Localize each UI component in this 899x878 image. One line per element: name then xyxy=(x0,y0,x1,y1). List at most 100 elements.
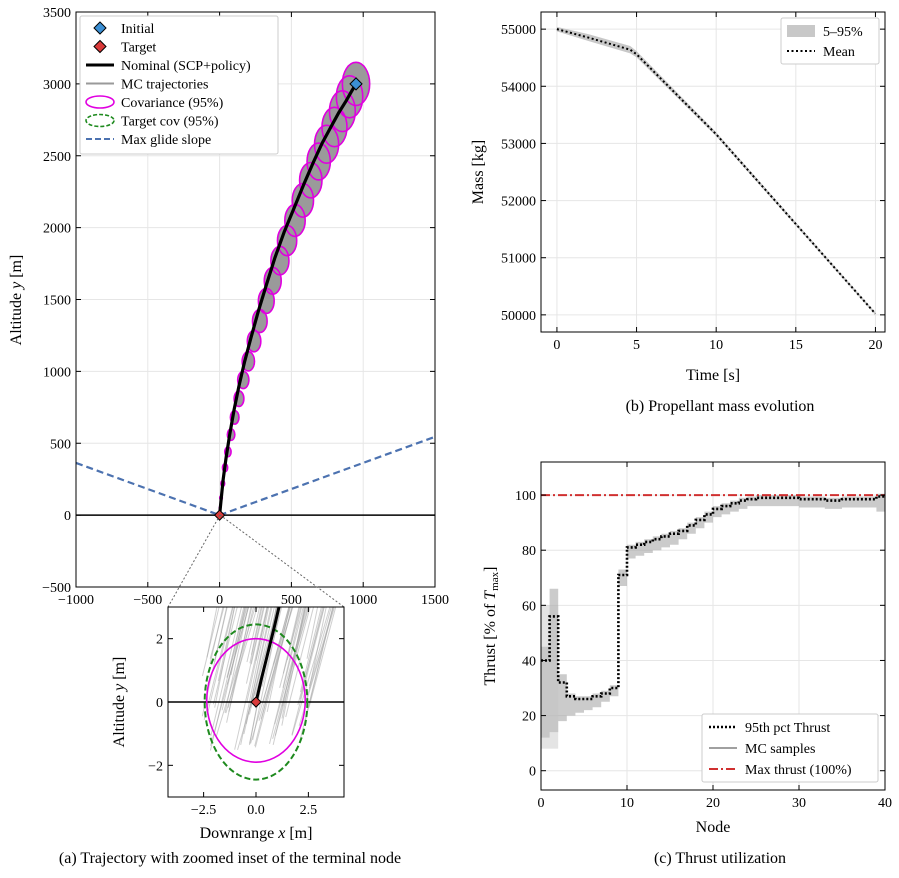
covariance-ellipse xyxy=(298,161,323,199)
y-tick-label: 53000 xyxy=(501,137,536,152)
thrust-ylabel: Thrust [% of Tmax] xyxy=(482,567,501,686)
y-tick-label: 51000 xyxy=(501,252,536,267)
y-tick-label: 60 xyxy=(522,599,536,614)
y-tick-label: 0 xyxy=(156,696,163,711)
mc-early-spread xyxy=(541,605,559,749)
legend-box xyxy=(701,713,879,783)
caption-b: (b) Propellant mass evolution xyxy=(625,398,815,415)
label-unit: [m] xyxy=(8,255,25,282)
inset-ylabel: Altitude y [m] xyxy=(111,657,128,748)
inset-xlabel: Downrange x [m] xyxy=(200,825,313,842)
thrust-legend: 95th pct Thrust MC samples Max thrust (100… xyxy=(701,713,879,783)
label-part: Altitude xyxy=(111,691,128,747)
glide-slope-line xyxy=(76,461,220,517)
mc-trajectory xyxy=(201,607,220,677)
mc-trajectory xyxy=(305,607,335,701)
legend-box xyxy=(79,15,279,155)
mc-trajectory xyxy=(291,607,331,736)
y-tick-label: 0 xyxy=(529,765,536,780)
mc-trajectory xyxy=(291,607,310,668)
legend-label: MC trajectories xyxy=(121,78,208,93)
legend-label: MC samples xyxy=(745,742,815,757)
y-tick-label: 40 xyxy=(522,654,536,669)
trajectory-panel: −1000 −500 0 500 1000 1500−500050010001500200… xyxy=(8,6,449,630)
mass-xlabel: Time [s] xyxy=(686,367,740,384)
label-part: Downrange xyxy=(200,825,279,842)
y-tick-label: 55000 xyxy=(501,23,536,38)
x-tick-label: 2.5 xyxy=(300,803,318,818)
initial-marker xyxy=(349,77,363,91)
x-tick-label: 0 xyxy=(553,338,560,353)
nominal-trajectory xyxy=(218,82,358,517)
y-tick-label: 3000 xyxy=(43,78,71,93)
y-tick-label: −500 xyxy=(42,581,71,596)
mc-trajectory xyxy=(212,607,238,705)
thrust-ylabel-sub: max xyxy=(489,571,501,590)
y-tick-label: 54000 xyxy=(501,80,536,95)
mass-ylabel: Mass [kg] xyxy=(470,140,487,204)
mc-trajectory xyxy=(206,607,234,716)
legend-initial-swatch xyxy=(93,21,107,35)
trajectory-ticks: −1000 −500 0 500 1000 1500−500050010001500200… xyxy=(42,6,449,608)
trajectory-ylabel: Altitude y [m] xyxy=(8,255,25,346)
y-tick-label: 2 xyxy=(156,633,163,648)
mc-trajectory xyxy=(282,607,300,674)
mass-mean-line xyxy=(556,28,877,315)
trajectory-legend: Initial Target Nominal (SCP+policy) MC traj… xyxy=(79,15,279,155)
y-tick-label: −2 xyxy=(148,759,163,774)
covariance-ellipse xyxy=(306,142,332,181)
x-tick-label: 20 xyxy=(868,338,882,353)
x-tick-label: 1000 xyxy=(349,593,377,608)
thrust-panel: 0 10 20 30 40 0 20 40 60 80 100 Node Thrust [% of … xyxy=(482,461,892,836)
label-var: x xyxy=(277,825,285,842)
y-tick-label: 2000 xyxy=(43,222,71,237)
caption-a: (a) Trajectory with zoomed inset of the … xyxy=(58,850,402,867)
mc-trajectory xyxy=(234,607,268,750)
legend-label: Mean xyxy=(823,45,855,60)
inset-ticks: −2.5 0.0 2.5 −2 0 2 xyxy=(148,607,344,818)
inset-target-marker xyxy=(250,696,262,708)
mc-trajectory xyxy=(249,607,263,664)
thrust-content xyxy=(541,493,885,749)
mc-trajectory xyxy=(215,607,256,737)
mc-trajectory xyxy=(240,607,270,745)
mass-legend: 5–95% Mean xyxy=(780,17,880,65)
x-tick-label: 500 xyxy=(281,593,302,608)
y-tick-label: 1000 xyxy=(43,365,71,380)
mc-trajectory xyxy=(210,607,249,746)
thrust-ylabel-close: ] xyxy=(482,567,499,572)
y-tick-label: 80 xyxy=(522,544,536,559)
covariance-ellipse xyxy=(328,89,357,133)
y-tick-label: 20 xyxy=(522,710,536,725)
mc-trajectory xyxy=(291,607,325,735)
mc-trajectory xyxy=(250,607,265,665)
mc-trajectory xyxy=(252,607,282,741)
y-tick-label: 2500 xyxy=(43,150,71,165)
y-tick-label: 52000 xyxy=(501,195,536,210)
mass-content xyxy=(556,26,877,316)
thrust-ylabel-main: Thrust [% of xyxy=(482,600,499,686)
mc-trajectory xyxy=(308,607,332,687)
x-tick-label: 40 xyxy=(878,796,892,811)
legend-cov-swatch xyxy=(85,95,115,109)
inset-cov-ellipse xyxy=(205,637,307,763)
trajectory-content xyxy=(76,61,435,517)
mc-trajectory xyxy=(258,607,294,721)
mc-trajectory xyxy=(226,607,246,678)
y-tick-label: 1500 xyxy=(43,294,71,309)
x-tick-label: 5 xyxy=(633,338,640,353)
legend-label: Nominal (SCP+policy) xyxy=(121,59,251,74)
legend-label: Target xyxy=(121,41,156,56)
zoom-line-left xyxy=(167,514,221,608)
x-tick-label: −500 xyxy=(133,593,162,608)
label-unit: [m] xyxy=(111,657,128,684)
y-tick-label: 500 xyxy=(50,437,71,452)
y-tick-label: 0 xyxy=(64,509,71,524)
mc-trajectory xyxy=(269,607,304,745)
label-var: y xyxy=(8,281,25,291)
mc-trajectory xyxy=(306,607,319,659)
mc-trajectory xyxy=(245,607,264,684)
x-tick-label: −1000 xyxy=(58,593,94,608)
x-tick-label: 1500 xyxy=(421,593,449,608)
